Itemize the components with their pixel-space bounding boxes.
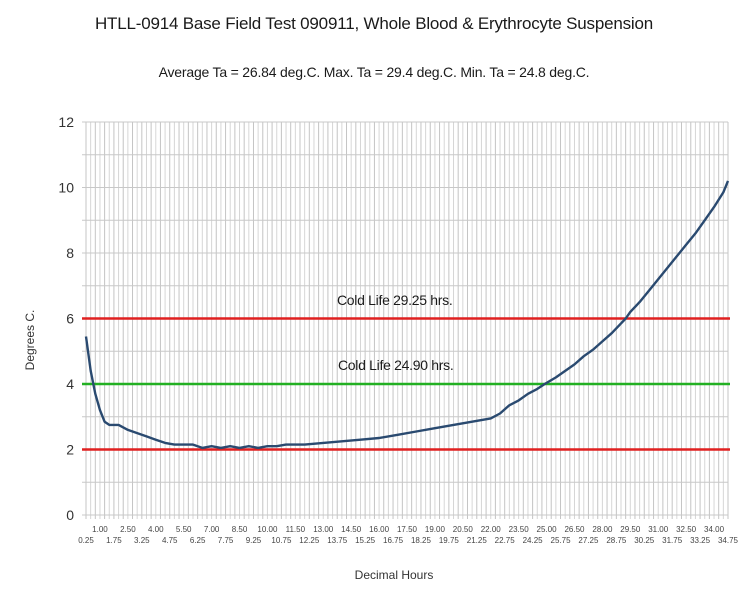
chart-title: HTLL-0914 Base Field Test 090911, Whole … bbox=[94, 14, 654, 33]
svg-text:20.50: 20.50 bbox=[453, 525, 474, 534]
svg-text:33.25: 33.25 bbox=[690, 536, 711, 545]
svg-text:28.75: 28.75 bbox=[606, 536, 627, 545]
svg-text:7.75: 7.75 bbox=[218, 536, 234, 545]
svg-text:16.00: 16.00 bbox=[369, 525, 390, 534]
svg-text:6: 6 bbox=[66, 311, 74, 327]
svg-text:31.75: 31.75 bbox=[662, 536, 683, 545]
svg-text:28.00: 28.00 bbox=[592, 525, 613, 534]
svg-text:23.50: 23.50 bbox=[509, 525, 530, 534]
svg-text:24.25: 24.25 bbox=[523, 536, 544, 545]
svg-text:2.50: 2.50 bbox=[120, 525, 136, 534]
chart-subtitle: Average Ta = 26.84 deg.C. Max. Ta = 29.4… bbox=[158, 64, 590, 80]
svg-text:25.00: 25.00 bbox=[537, 525, 558, 534]
svg-text:21.25: 21.25 bbox=[467, 536, 488, 545]
svg-text:13.75: 13.75 bbox=[327, 536, 348, 545]
svg-text:17.50: 17.50 bbox=[397, 525, 418, 534]
svg-text:2: 2 bbox=[66, 442, 74, 458]
svg-text:6.25: 6.25 bbox=[190, 536, 206, 545]
svg-text:10.75: 10.75 bbox=[271, 536, 292, 545]
svg-text:22.75: 22.75 bbox=[495, 536, 516, 545]
svg-text:5.50: 5.50 bbox=[176, 525, 192, 534]
svg-text:15.25: 15.25 bbox=[355, 536, 376, 545]
svg-text:18.25: 18.25 bbox=[411, 536, 432, 545]
y-axis-ticks: 0 2 4 6 8 10 12 bbox=[58, 114, 74, 523]
svg-text:32.50: 32.50 bbox=[676, 525, 697, 534]
svg-text:13.00: 13.00 bbox=[313, 525, 334, 534]
cold-life-annotation-threshold: Cold Life 24.90 hrs. bbox=[338, 357, 454, 373]
svg-text:4.75: 4.75 bbox=[162, 536, 178, 545]
svg-text:1.00: 1.00 bbox=[92, 525, 108, 534]
svg-text:4.00: 4.00 bbox=[148, 525, 164, 534]
svg-text:0.25: 0.25 bbox=[78, 536, 94, 545]
svg-text:1.75: 1.75 bbox=[106, 536, 122, 545]
svg-text:14.50: 14.50 bbox=[341, 525, 362, 534]
svg-text:9.25: 9.25 bbox=[246, 536, 262, 545]
svg-text:3.25: 3.25 bbox=[134, 536, 150, 545]
svg-text:27.25: 27.25 bbox=[578, 536, 599, 545]
svg-text:16.75: 16.75 bbox=[383, 536, 404, 545]
x-axis-label: Decimal Hours bbox=[354, 568, 434, 582]
svg-text:26.50: 26.50 bbox=[564, 525, 585, 534]
svg-text:25.75: 25.75 bbox=[551, 536, 572, 545]
svg-text:11.50: 11.50 bbox=[286, 525, 306, 534]
svg-text:34.00: 34.00 bbox=[704, 525, 725, 534]
svg-text:8: 8 bbox=[66, 245, 74, 261]
svg-text:34.75: 34.75 bbox=[718, 536, 739, 545]
svg-text:4: 4 bbox=[66, 376, 74, 392]
grid-lines bbox=[82, 121, 729, 519]
svg-text:19.00: 19.00 bbox=[425, 525, 446, 534]
svg-text:7.00: 7.00 bbox=[204, 525, 220, 534]
svg-text:31.00: 31.00 bbox=[648, 525, 669, 534]
svg-text:30.25: 30.25 bbox=[634, 536, 655, 545]
svg-text:22.00: 22.00 bbox=[481, 525, 502, 534]
svg-text:10: 10 bbox=[58, 180, 74, 196]
svg-text:12: 12 bbox=[58, 114, 74, 130]
svg-text:8.50: 8.50 bbox=[232, 525, 248, 534]
svg-text:12.25: 12.25 bbox=[299, 536, 320, 545]
svg-text:10.00: 10.00 bbox=[257, 525, 278, 534]
svg-text:19.75: 19.75 bbox=[439, 536, 460, 545]
svg-text:0: 0 bbox=[66, 507, 74, 523]
temperature-series-line bbox=[84, 180, 730, 450]
cold-life-annotation-upper: Cold Life 29.25 hrs. bbox=[337, 291, 453, 308]
x-axis-ticks: 1.00 2.50 4.00 5.50 7.00 8.50 10.00 11.50 13.00 1… bbox=[78, 525, 738, 545]
reference-lines bbox=[82, 317, 730, 451]
svg-text:29.50: 29.50 bbox=[620, 525, 641, 534]
